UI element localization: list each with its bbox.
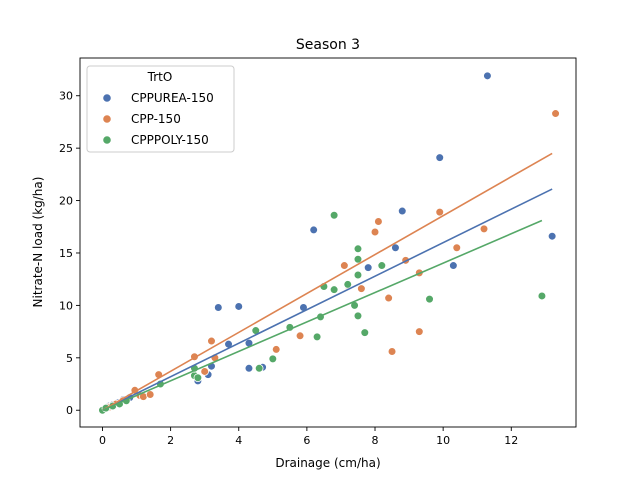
legend-label: CPPUREA-150 bbox=[131, 91, 214, 105]
data-point bbox=[312, 332, 322, 342]
data-point bbox=[271, 345, 281, 354]
y-tick-label: 0 bbox=[66, 404, 73, 417]
data-point bbox=[329, 210, 339, 220]
data-point bbox=[353, 270, 363, 280]
data-point bbox=[479, 224, 489, 234]
data-point bbox=[357, 284, 366, 293]
data-point bbox=[295, 331, 305, 341]
data-point bbox=[234, 302, 244, 311]
series-1 bbox=[99, 109, 560, 414]
data-point bbox=[353, 311, 363, 321]
legend-marker bbox=[102, 114, 112, 124]
data-point bbox=[268, 354, 278, 364]
x-tick-label: 12 bbox=[504, 434, 518, 447]
data-point bbox=[449, 261, 458, 270]
data-point bbox=[309, 225, 318, 235]
axes-frame bbox=[79, 57, 577, 428]
data-point bbox=[374, 217, 383, 226]
data-point bbox=[200, 367, 209, 376]
data-point bbox=[363, 263, 373, 272]
data-point bbox=[384, 293, 393, 303]
data-point bbox=[145, 390, 155, 399]
y-tick-label: 5 bbox=[66, 352, 73, 365]
data-point bbox=[360, 328, 370, 337]
data-point bbox=[551, 109, 560, 118]
data-point bbox=[343, 280, 353, 289]
data-point bbox=[244, 363, 254, 373]
legend-label: CPP-150 bbox=[131, 112, 181, 126]
legend: TrtO CPPUREA-150 CPP-150 CPPPOLY-150 bbox=[86, 65, 235, 153]
data-point bbox=[353, 254, 363, 264]
data-point bbox=[483, 71, 492, 81]
legend-marker bbox=[102, 93, 112, 103]
data-point bbox=[340, 261, 349, 270]
trend-line bbox=[102, 188, 553, 411]
plot-area bbox=[98, 71, 560, 415]
y-axis: 0 5 10 15 20 25 30 bbox=[59, 90, 80, 417]
data-point bbox=[452, 243, 462, 253]
legend-marker bbox=[102, 135, 112, 145]
y-tick-label: 20 bbox=[59, 195, 73, 208]
data-point bbox=[370, 227, 380, 237]
y-tick-label: 30 bbox=[59, 90, 73, 103]
legend-label: CPPPOLY-150 bbox=[131, 133, 209, 147]
x-axis: 0 2 4 6 8 10 12 bbox=[99, 427, 518, 447]
x-tick-label: 10 bbox=[436, 434, 450, 447]
x-tick-label: 2 bbox=[167, 434, 174, 447]
x-tick-label: 6 bbox=[303, 434, 310, 447]
data-point bbox=[193, 373, 203, 383]
data-point bbox=[425, 294, 434, 304]
x-tick-label: 4 bbox=[235, 434, 242, 447]
data-point bbox=[397, 206, 407, 216]
data-point bbox=[387, 347, 397, 356]
y-tick-label: 10 bbox=[59, 299, 73, 312]
data-point bbox=[547, 231, 557, 241]
data-point bbox=[435, 207, 445, 217]
chart-title: Season 3 bbox=[296, 37, 360, 53]
data-point bbox=[537, 291, 547, 301]
data-point bbox=[254, 363, 264, 373]
data-point bbox=[207, 336, 216, 346]
legend-title: TrtO bbox=[147, 70, 173, 84]
data-point bbox=[414, 327, 424, 336]
data-point bbox=[214, 303, 223, 312]
x-tick-label: 8 bbox=[372, 434, 379, 447]
data-point bbox=[329, 285, 339, 294]
legend-frame bbox=[86, 65, 235, 153]
trend-line bbox=[102, 152, 553, 411]
y-tick-label: 15 bbox=[59, 247, 73, 260]
data-point bbox=[353, 244, 363, 254]
x-axis-label: Drainage (cm/ha) bbox=[275, 456, 380, 470]
trend-line bbox=[102, 219, 543, 411]
data-point bbox=[377, 261, 387, 270]
data-point bbox=[391, 243, 400, 253]
data-point bbox=[435, 153, 445, 162]
y-axis-label: Nitrate-N load (kg/ha) bbox=[31, 177, 45, 308]
y-tick-label: 25 bbox=[59, 142, 73, 155]
x-tick-label: 0 bbox=[99, 434, 106, 447]
